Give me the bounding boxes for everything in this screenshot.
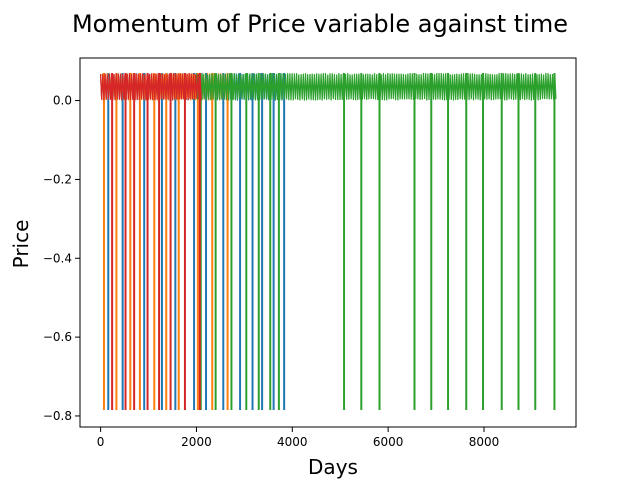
series-3-band	[195, 72, 557, 101]
y-tick-label: −0.8	[43, 409, 72, 423]
y-tick-label: −0.6	[43, 330, 72, 344]
y-tick-label: −0.2	[43, 172, 72, 186]
series-1	[100, 72, 286, 411]
x-axis-label: Days	[308, 455, 358, 479]
x-tick-label: 2000	[181, 435, 212, 449]
x-tick-label: 6000	[373, 435, 404, 449]
y-axis-label: Price	[9, 220, 33, 269]
y-tick-label: 0.0	[53, 94, 72, 108]
x-tick-label: 0	[97, 435, 105, 449]
series-2	[100, 72, 229, 411]
series-3	[195, 72, 557, 411]
plot-area	[100, 72, 557, 411]
series-4	[100, 72, 202, 411]
chart-title: Momentum of Price variable against time	[72, 10, 568, 38]
axes-frame	[79, 57, 577, 428]
x-tick-label: 8000	[469, 435, 500, 449]
x-tick-label: 4000	[277, 435, 308, 449]
series-4-band	[100, 72, 202, 101]
axes: 0 2000 4000 6000 8000 0.0 −0.2 −0.4 −0.6 −0.8	[43, 57, 577, 449]
y-tick-label: −0.4	[43, 251, 72, 265]
